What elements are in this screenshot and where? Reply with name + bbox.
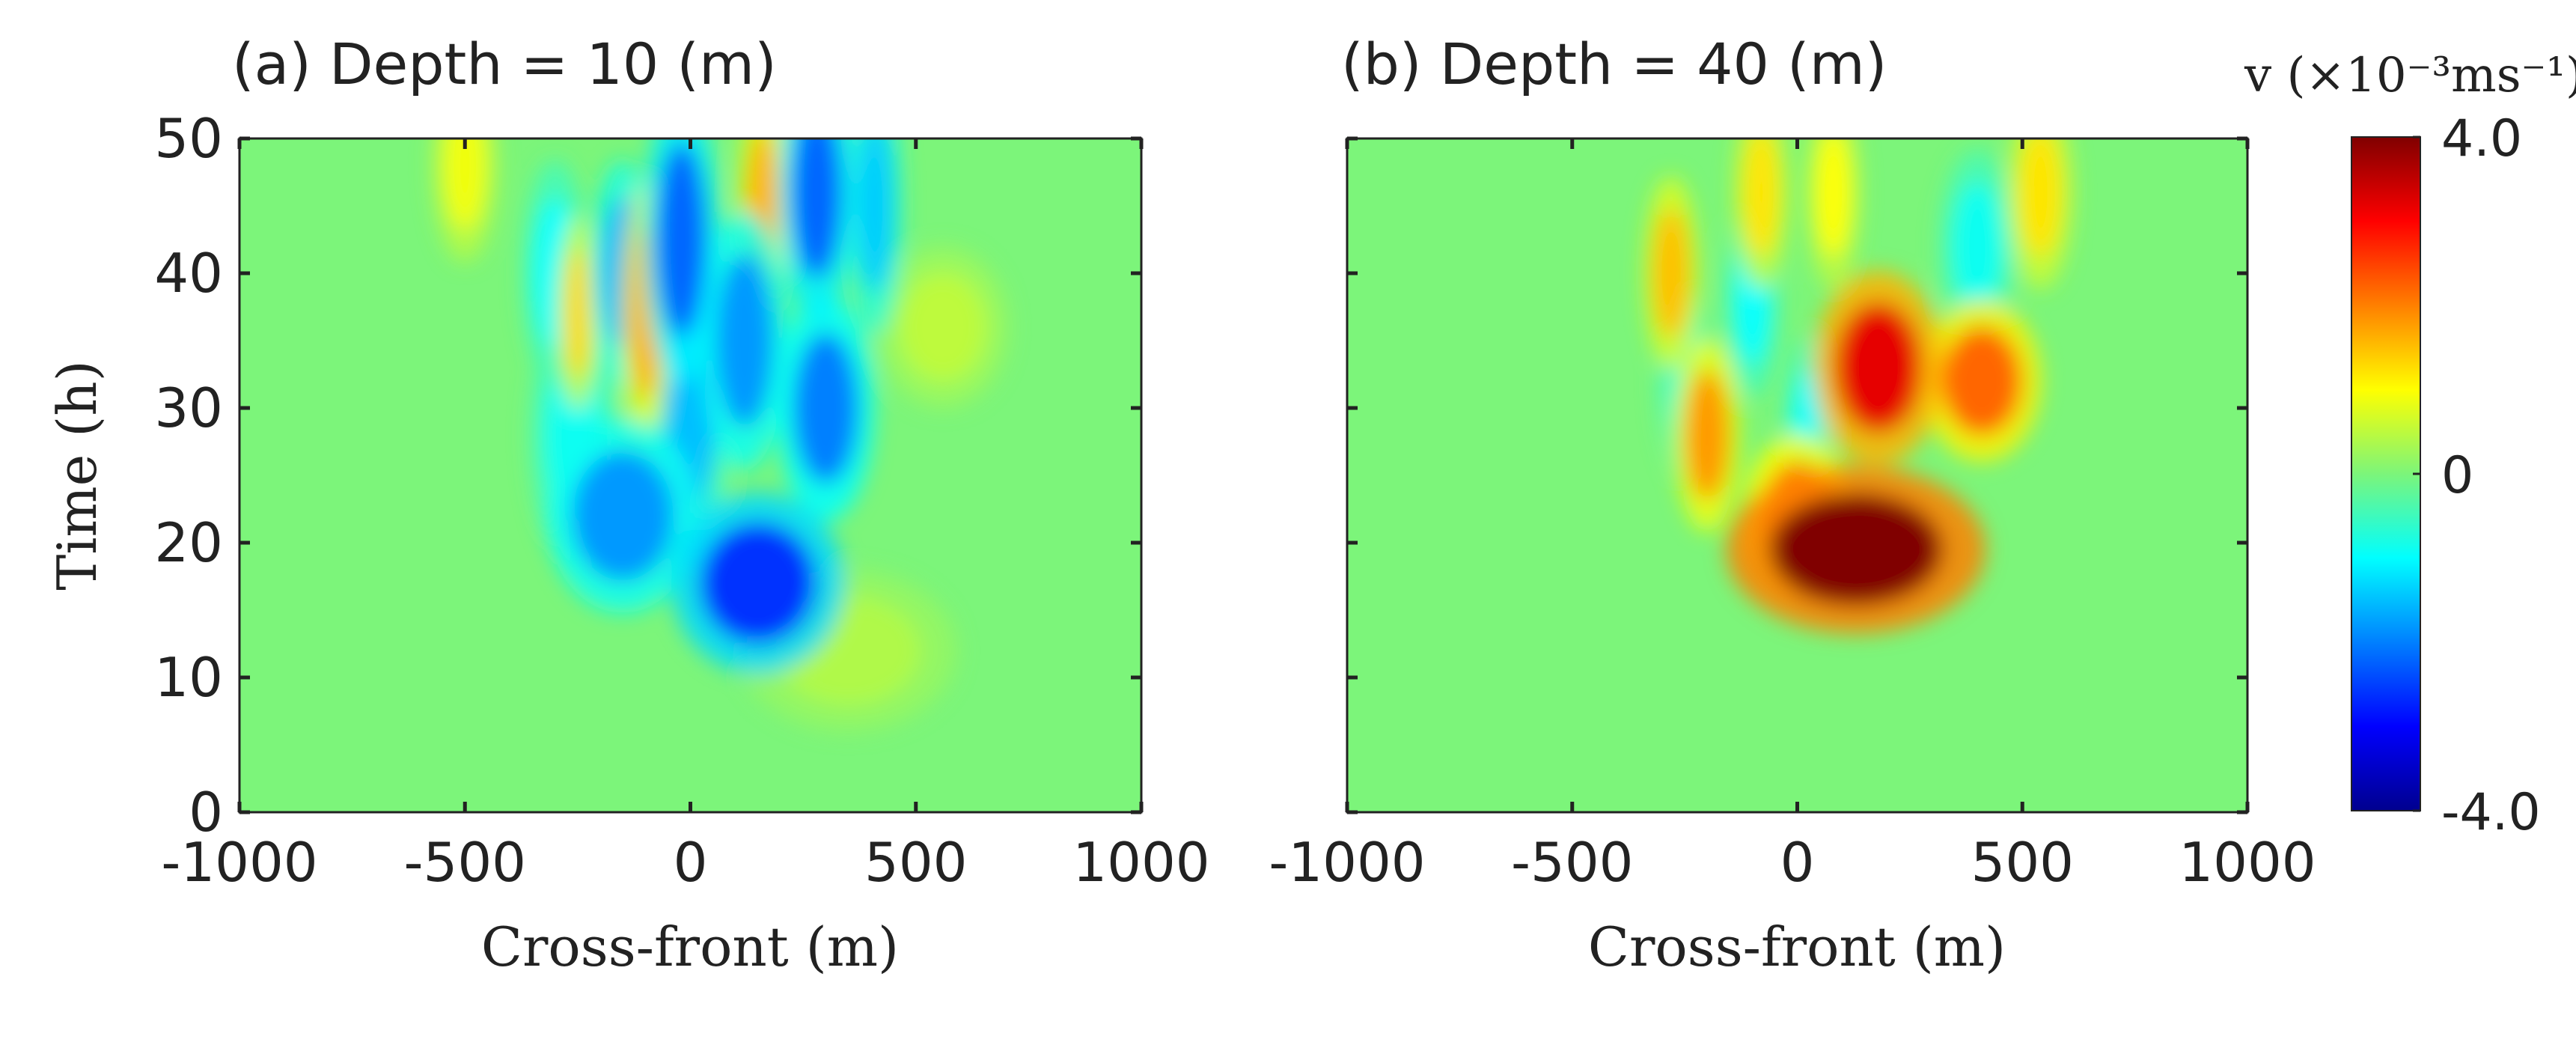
panel-b: (b) Depth = 40 (m) -1000 -500 0 500 1000 Cro… xyxy=(1269,31,2316,978)
panel-b-heatmap xyxy=(1643,138,2073,634)
panel-a: (a) Depth = 10 (m) -1000 -500 0 500 1000 0 10 2… xyxy=(46,31,1210,978)
panel-a-feature xyxy=(900,273,986,381)
panel-a-ticks: -1000 -500 0 500 1000 0 10 20 30 40 50 xyxy=(154,107,1209,894)
panel-b-feature xyxy=(1835,302,1922,433)
panel-a-ytick-label: 0 xyxy=(189,781,223,844)
panel-a-xlabel: Cross-front (m) xyxy=(481,916,899,978)
panel-a-title: (a) Depth = 10 (m) xyxy=(232,31,777,97)
colorbar-tick-label: 0 xyxy=(2441,446,2473,505)
panel-b-xlabel: Cross-front (m) xyxy=(1588,916,2006,978)
panel-a-xtick-label: -500 xyxy=(404,831,526,894)
panel-a-feature xyxy=(857,138,894,293)
panel-b-feature xyxy=(1942,327,2022,435)
panel-b-feature xyxy=(1743,138,1780,258)
panel-b-feature xyxy=(1653,208,1690,338)
panel-a-ytick-label: 50 xyxy=(154,107,223,170)
panel-a-ytick-label: 40 xyxy=(154,242,223,305)
panel-b-ticks: -1000 -500 0 500 1000 xyxy=(1269,136,2316,894)
panel-b-xtick-label: -500 xyxy=(1511,831,1633,894)
panel-b-feature xyxy=(1952,181,2003,311)
panel-a-ytick-label: 20 xyxy=(154,511,223,574)
panel-a-heatmap xyxy=(432,138,1008,731)
panel-b-xtick-label: 1000 xyxy=(2179,831,2316,894)
panel-a-xtick-label: 0 xyxy=(674,831,708,894)
colorbar: v (×10⁻³ms⁻¹) 4.0 0 -4.0 xyxy=(2244,48,2576,842)
panel-a-feature xyxy=(700,523,816,644)
panel-b-xtick-label: 500 xyxy=(1971,831,2074,894)
colorbar-label: v (×10⁻³ms⁻¹) xyxy=(2244,48,2576,103)
panel-b-feature xyxy=(1815,138,1852,258)
panel-b-feature xyxy=(1769,493,1943,606)
panel-a-feature xyxy=(443,138,487,231)
panel-b-feature xyxy=(1685,370,1730,500)
panel-a-xtick-label: 500 xyxy=(864,831,967,894)
panel-a-ytick-label: 10 xyxy=(154,646,223,709)
panel-b-xtick-label: -1000 xyxy=(1269,831,1425,894)
colorbar-ticks: 4.0 0 -4.0 xyxy=(2413,109,2541,842)
colorbar-tick-label: 4.0 xyxy=(2441,109,2522,168)
colorbar-gradient xyxy=(2351,136,2421,811)
panel-a-feature xyxy=(564,249,591,379)
panel-a-feature xyxy=(791,138,842,279)
panel-a-feature xyxy=(793,332,858,484)
panel-a-feature xyxy=(572,451,674,581)
panel-a-xtick-label: -1000 xyxy=(161,831,317,894)
panel-b-feature xyxy=(2018,138,2063,258)
panel-b-title: (b) Depth = 40 (m) xyxy=(1341,31,1887,97)
panel-a-feature xyxy=(715,254,774,427)
panel-a-ytick-label: 30 xyxy=(154,377,223,439)
panel-a-ylabel: Time (h) xyxy=(46,360,109,590)
panel-a-xtick-label: 1000 xyxy=(1072,831,1209,894)
panel-b-xtick-label: 0 xyxy=(1780,831,1815,894)
colorbar-tick-label: -4.0 xyxy=(2441,783,2541,842)
panel-a-feature xyxy=(656,142,707,337)
